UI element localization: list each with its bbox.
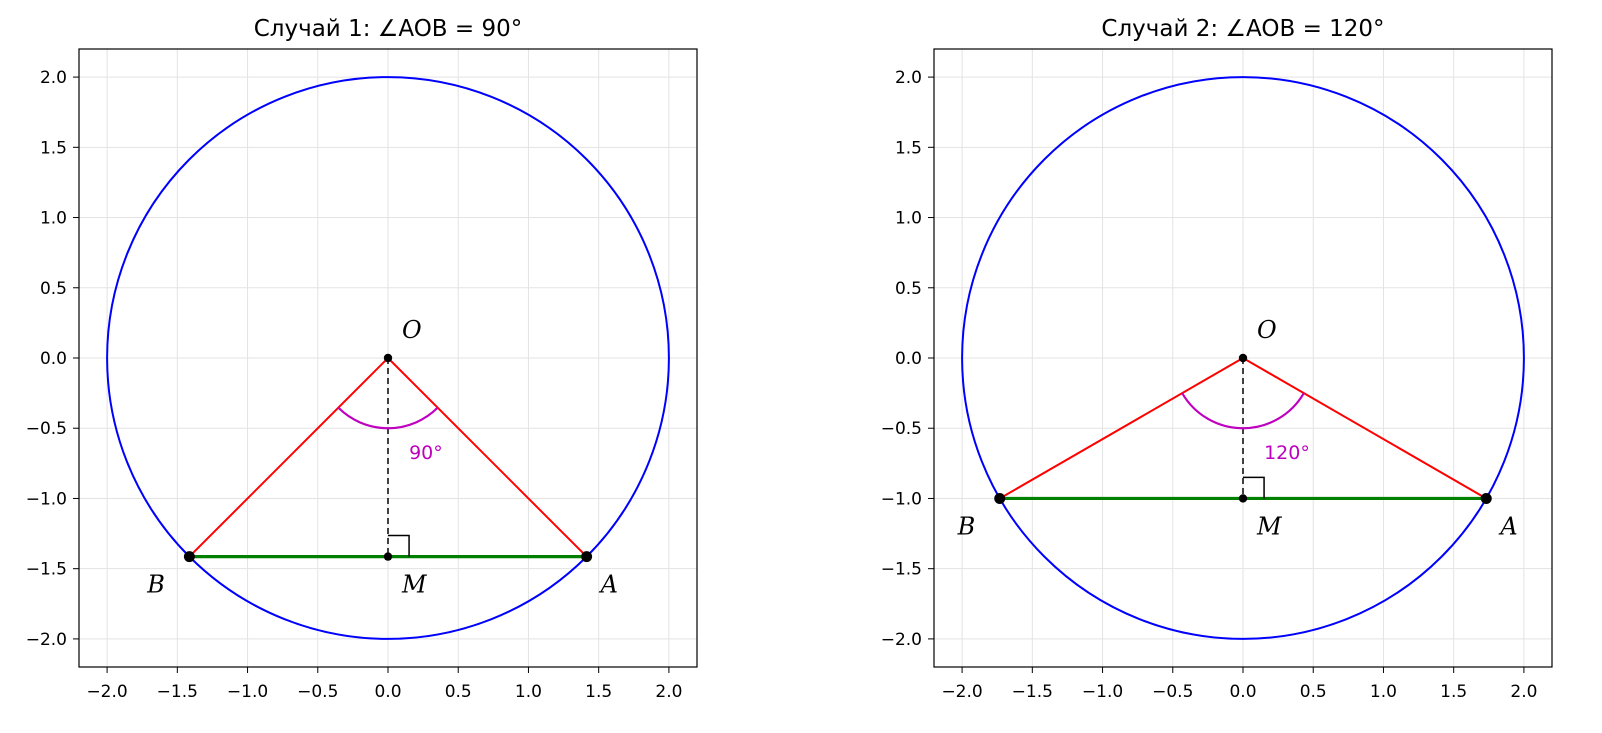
panel-1: −2.0 −1.5 −1.0 −0.5 0.0 0.5 1.0 1.5 2.0 2.0 1.5 1.0… bbox=[26, 16, 698, 702]
point-o bbox=[1238, 353, 1248, 363]
y-tick-label: −1.0 bbox=[26, 489, 67, 509]
y-tick-label: 0.5 bbox=[895, 279, 922, 299]
right-angle-marker bbox=[388, 534, 410, 557]
x-tick-label: −0.5 bbox=[297, 682, 338, 702]
y-tick-label: −0.5 bbox=[26, 419, 67, 439]
angle-arc bbox=[337, 406, 439, 430]
x-tick-label: −1.5 bbox=[1012, 682, 1053, 702]
radius-oa bbox=[387, 357, 588, 558]
y-tick-label: 0.0 bbox=[895, 349, 922, 369]
x-tick-label: −2.0 bbox=[941, 682, 982, 702]
radius-oa bbox=[1242, 357, 1487, 500]
point-a bbox=[581, 551, 593, 563]
point-b bbox=[183, 551, 195, 563]
y-tick-label: −2.0 bbox=[26, 630, 67, 650]
x-tick-label: −1.5 bbox=[157, 682, 198, 702]
x-tick-label: −1.0 bbox=[1082, 682, 1123, 702]
circle bbox=[106, 76, 670, 640]
x-tick-label: 0.0 bbox=[1229, 682, 1256, 702]
x-tick-label: 1.0 bbox=[515, 682, 542, 702]
angle-label: 90° bbox=[409, 442, 443, 464]
x-tick-label: −2.0 bbox=[86, 682, 127, 702]
radius-ob bbox=[999, 357, 1244, 500]
point-label-b: B bbox=[146, 571, 165, 599]
y-tick-label: 1.5 bbox=[40, 138, 67, 158]
point-b bbox=[994, 492, 1006, 504]
y-tick-label: 2.0 bbox=[895, 68, 922, 88]
x-tick-label: 1.5 bbox=[585, 682, 612, 702]
angle-arc bbox=[1181, 392, 1305, 430]
x-tick-label: 2.0 bbox=[655, 682, 682, 702]
x-tick-label: 0.0 bbox=[374, 682, 401, 702]
chart-title: Случай 2: ∠AOB = 120° bbox=[1101, 16, 1384, 42]
y-tick-label: −0.5 bbox=[881, 419, 922, 439]
panel-2: −2.0 −1.5 −1.0 −0.5 0.0 0.5 1.0 1.5 2.0 2.0 1.5 1.0… bbox=[881, 16, 1553, 702]
angle-label: 120° bbox=[1264, 442, 1310, 464]
y-tick-label: −1.0 bbox=[881, 489, 922, 509]
y-tick-label: −1.5 bbox=[881, 560, 922, 580]
point-label-a: A bbox=[599, 571, 618, 599]
y-tick-label: 0.0 bbox=[40, 349, 67, 369]
y-tick-label: 1.0 bbox=[895, 209, 922, 229]
point-m bbox=[1238, 494, 1248, 503]
point-label-m: M bbox=[1256, 513, 1283, 541]
axes-frame bbox=[78, 48, 698, 668]
point-label-b: B bbox=[957, 513, 976, 541]
point-label-m: M bbox=[401, 571, 428, 599]
x-tick-label: 2.0 bbox=[1510, 682, 1537, 702]
chart-title: Случай 1: ∠AOB = 90° bbox=[254, 16, 523, 42]
point-m bbox=[383, 552, 393, 561]
y-tick-label: 1.0 bbox=[40, 209, 67, 229]
point-o bbox=[383, 353, 393, 363]
point-label-a: A bbox=[1498, 513, 1517, 541]
circle bbox=[961, 76, 1525, 640]
axes-frame bbox=[933, 48, 1553, 668]
y-tick-label: −2.0 bbox=[881, 630, 922, 650]
y-tick-label: −1.5 bbox=[26, 560, 67, 580]
y-tick-label: 1.5 bbox=[895, 138, 922, 158]
x-tick-label: −1.0 bbox=[227, 682, 268, 702]
radius-ob bbox=[188, 357, 389, 558]
x-tick-label: −0.5 bbox=[1152, 682, 1193, 702]
x-tick-label: 0.5 bbox=[1300, 682, 1327, 702]
point-label-o: O bbox=[402, 316, 422, 344]
y-tick-label: 0.5 bbox=[40, 279, 67, 299]
right-angle-marker bbox=[1243, 476, 1265, 499]
y-tick-label: 2.0 bbox=[40, 68, 67, 88]
point-label-o: O bbox=[1257, 316, 1277, 344]
x-tick-label: 1.0 bbox=[1370, 682, 1397, 702]
x-tick-label: 1.5 bbox=[1440, 682, 1467, 702]
point-a bbox=[1480, 492, 1492, 504]
x-tick-label: 0.5 bbox=[445, 682, 472, 702]
